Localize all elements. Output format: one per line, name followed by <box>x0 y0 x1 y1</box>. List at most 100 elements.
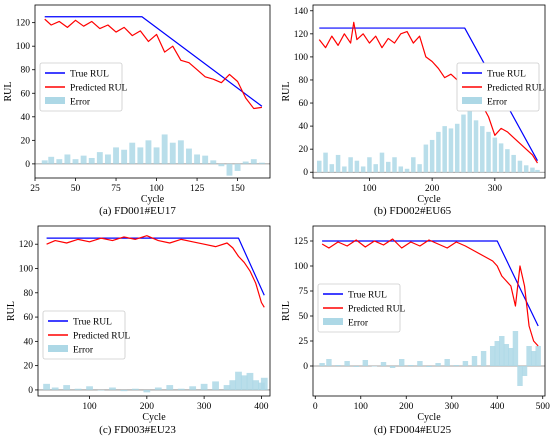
error-bar <box>161 134 168 164</box>
predicted-rul-line <box>44 18 262 110</box>
error-bar <box>494 341 500 366</box>
x-axis-label: Cycle <box>417 412 441 423</box>
error-bar <box>200 383 208 390</box>
y-tick-label: 0 <box>303 362 308 372</box>
error-bar <box>258 162 265 164</box>
error-bar <box>480 351 487 366</box>
error-bar <box>326 359 332 366</box>
error-bar <box>471 356 478 366</box>
error-bar <box>56 159 63 164</box>
error-bar <box>486 131 491 173</box>
y-axis-label: RUL <box>281 301 292 321</box>
error-bar <box>154 387 162 390</box>
error-bar <box>503 344 510 366</box>
y-tick-label: 100 <box>16 42 31 52</box>
legend-label: Predicted RUL <box>487 84 544 94</box>
error-bar <box>335 154 341 173</box>
x-tick-label: 25 <box>30 184 40 194</box>
chart-d: 0 100 200 300 400 500 0 25 50 75 100 125 Cycle RUL Tru… <box>281 225 550 423</box>
chart-c: 100 200 300 400 0 20 40 60 80 100 120 Cycle RUL True … <box>6 225 271 423</box>
y-tick-label: 120 <box>19 240 34 250</box>
x-tick-label: 400 <box>254 402 269 412</box>
y-tick-label: 125 <box>294 237 309 247</box>
error-bar <box>373 164 378 173</box>
error-bar <box>367 157 372 173</box>
error-bar <box>511 154 516 173</box>
error-bar <box>411 157 416 173</box>
caption-c: (c) FD003#EU23 <box>99 424 176 436</box>
x-tick-label: 0 <box>313 402 318 412</box>
error-bar <box>48 156 55 164</box>
error-bar <box>235 371 242 390</box>
error-bar <box>461 114 466 173</box>
error-bar <box>535 169 540 173</box>
true-rul-line <box>322 240 539 327</box>
error-bar <box>454 123 460 173</box>
error-bar <box>250 159 257 164</box>
error-bar <box>444 359 450 366</box>
error-bar <box>517 160 523 173</box>
true-rul-line <box>319 27 539 161</box>
error-bar <box>371 366 378 367</box>
error-bar <box>96 152 103 164</box>
error-bar <box>442 126 447 173</box>
error-bar <box>145 140 152 164</box>
error-bar <box>408 365 414 366</box>
y-tick-label: 60 <box>21 89 31 99</box>
x-tick-label: 300 <box>197 402 212 412</box>
error-bar <box>252 380 260 390</box>
error-bar <box>492 137 498 173</box>
x-axis-label: Cycle <box>142 412 166 423</box>
error-bar <box>226 163 233 176</box>
error-bar <box>317 160 322 173</box>
y-tick-label: 0 <box>25 160 30 170</box>
error-bar <box>223 385 231 390</box>
x-tick-label: 125 <box>190 184 205 194</box>
y-tick-label: 100 <box>294 262 309 272</box>
y-tick-label: 50 <box>299 312 309 322</box>
caption-a: (a) FD001#EU17 <box>99 205 176 217</box>
error-bar <box>426 366 432 367</box>
x-tick-label: 400 <box>490 402 505 412</box>
plot-frame <box>312 225 546 397</box>
caption-d: (d) FD004#EU25 <box>373 424 452 436</box>
error-bar <box>234 163 241 171</box>
error-bar <box>429 139 435 173</box>
panel-c: 100 200 300 400 0 20 40 60 80 100 120 Cycle RUL True … <box>0 220 275 440</box>
legend-swatch-error <box>48 345 68 352</box>
error-bar <box>113 147 119 164</box>
plot-frame <box>34 4 271 179</box>
error-bar <box>242 161 249 164</box>
error-bar <box>43 383 50 390</box>
y-tick-label: 80 <box>21 66 31 76</box>
error-bar <box>392 157 397 173</box>
error-bar <box>360 166 366 173</box>
legend-label: Predicted RUL <box>73 332 130 342</box>
x-tick-label: 75 <box>111 184 121 194</box>
x-tick-label: 150 <box>230 184 245 194</box>
y-tick-label: 40 <box>21 113 31 123</box>
error-bar <box>63 385 71 390</box>
legend-label: True RUL <box>70 70 109 80</box>
x-tick-label: 500 <box>536 402 550 412</box>
error-bar <box>353 366 359 367</box>
error-bar <box>526 346 532 366</box>
error-bar <box>389 366 396 368</box>
y-tick-label: 60 <box>24 313 34 323</box>
error-bar <box>512 331 519 366</box>
error-bar <box>489 346 496 366</box>
panel-b: 100 200 300 0 20 40 60 80 100 120 140 Cycle RUL True … <box>275 0 550 220</box>
error-bar <box>240 375 248 390</box>
error-bar <box>177 140 184 164</box>
error-bar <box>362 360 369 366</box>
error-bar <box>246 372 254 390</box>
panel-d: 0 100 200 300 400 500 0 25 50 75 100 125 Cycle RUL Tru… <box>275 220 550 440</box>
error-bar <box>521 366 528 376</box>
error-bar <box>143 389 151 393</box>
error-bar <box>186 148 192 164</box>
error-bar <box>480 126 485 173</box>
x-tick-label: 300 <box>488 184 503 194</box>
y-tick-label: 40 <box>299 122 309 132</box>
x-tick-label: 100 <box>149 184 164 194</box>
legend-label: True RUL <box>487 70 526 80</box>
